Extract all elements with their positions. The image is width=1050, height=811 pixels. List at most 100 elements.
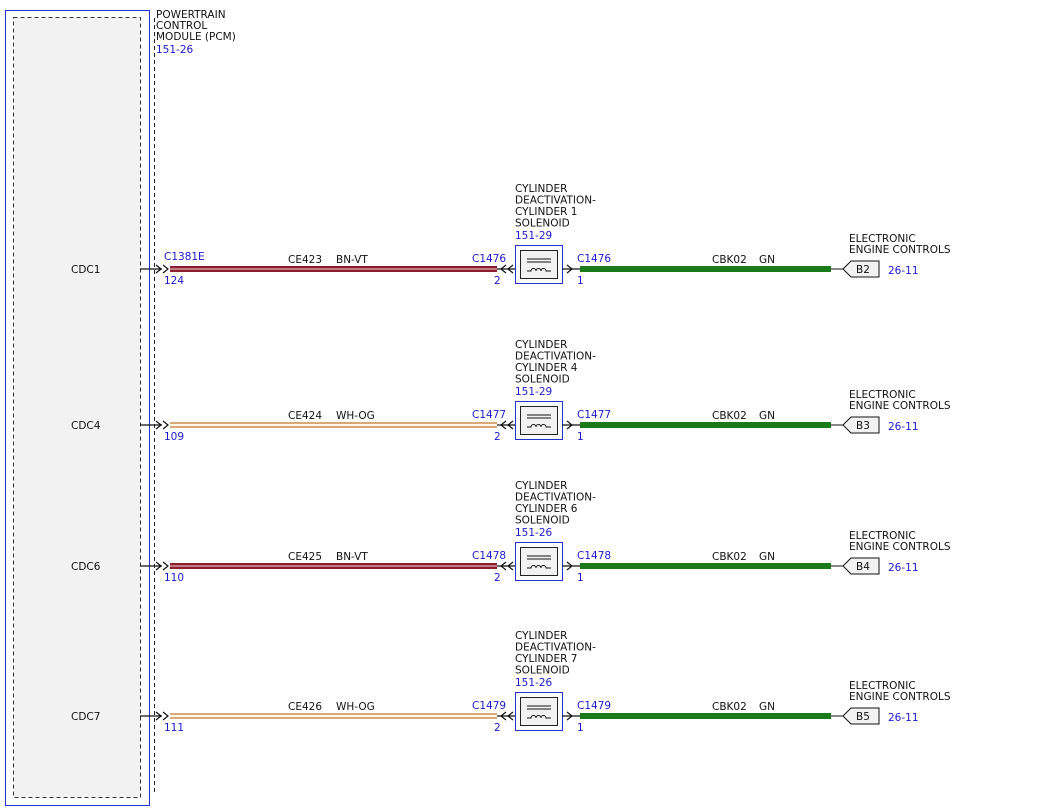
connector-arrow-icon [500,420,507,430]
solenoid-inner-box [520,547,558,576]
page-reference-tag[interactable] [842,707,880,725]
pcm-pin-number: 111 [164,722,184,734]
solenoid-title-line: CYLINDER 4 [515,362,578,374]
solenoid-title-line: CYLINDER [515,480,567,492]
pcm-pin-name: CDC1 [71,264,100,276]
ground-wire [580,563,831,569]
circuit-number: CE424 [288,410,322,422]
pcm-module-body [13,17,141,798]
circuit-row: CDC4 109 CE424 WH-OG C1477 2 CYLINDERDEACTIVAT… [71,339,951,443]
solenoid-coil-icon [527,555,551,569]
pcm-ref-link[interactable]: 151-26 [156,44,194,56]
solenoid-title-line: DEACTIVATION- [515,642,596,654]
destination-name-line: ENGINE CONTROLS [849,244,951,256]
pcm-title: POWERTRAIN CONTROL MODULE (PCM) 151-26 [156,9,236,56]
connector-arrow-icon [507,420,514,430]
connector-arrow-icon [507,264,514,274]
destination-name-line: ENGINE CONTROLS [849,541,951,553]
pcm-connector-link[interactable]: C1381E [164,251,205,263]
solenoid-ref-link[interactable]: 151-26 [515,677,553,689]
destination-name-line: ENGINE CONTROLS [849,691,951,703]
pcm-pin-number: 110 [164,572,184,584]
pcm-title-line: POWERTRAIN [156,9,226,21]
wire-color-code: BN-VT [336,551,368,563]
connector-arrow-icon [500,561,507,571]
connector-arrow-icon [500,711,507,721]
solenoid-title-line: DEACTIVATION- [515,195,596,207]
solenoid-title-line: CYLINDER 1 [515,206,577,218]
solenoid-connector-link[interactable]: C1478 [472,550,506,562]
ground-circuit-number: CBK02 [712,254,747,266]
solenoid-pin-number: 1 [577,572,584,584]
solenoid-pin-number: 1 [577,722,584,734]
page-reference-tag[interactable] [842,416,880,434]
solenoid-connector-link[interactable]: C1476 [472,253,506,265]
solenoid-inner-box [520,250,558,279]
coil-winding [527,565,551,569]
signal-wire-stripe [170,565,497,567]
destination-ref-link[interactable]: 26-11 [888,712,919,724]
connector-arrow-icon [500,264,507,274]
solenoid-connector-link[interactable]: C1476 [577,253,611,265]
ground-wire-color: GN [759,551,775,563]
connector-arrow-icon [162,711,169,721]
solenoid-connector-link[interactable]: C1477 [577,409,611,421]
destination-ref-link[interactable]: 26-11 [888,421,919,433]
connector-arrow-icon [566,420,573,430]
wire-color-code: WH-OG [336,701,375,713]
solenoid-title-line: DEACTIVATION- [515,351,596,363]
solenoid-ref-link[interactable]: 151-26 [515,527,553,539]
pcm-pin-name: CDC6 [71,561,101,573]
connector-arrow-icon [155,561,162,571]
connector-arrow-icon [162,561,169,571]
solenoid-coil-icon [527,258,551,272]
connector-arrow-icon [566,711,573,721]
solenoid-title-line: SOLENOID [515,515,570,527]
solenoid-pin-number: 2 [494,431,501,443]
destination-ref-link[interactable]: 26-11 [888,265,919,277]
solenoid-title-line: SOLENOID [515,665,570,677]
solenoid-title-line: SOLENOID [515,218,570,230]
solenoid-connector-link[interactable]: C1478 [577,550,611,562]
connector-arrow-icon [155,711,162,721]
pcm-pin-name: CDC4 [71,420,101,432]
solenoid-connector-link[interactable]: C1479 [577,700,611,712]
pcm-pin-number: 109 [164,431,184,443]
page-reference-tag-label: B2 [856,264,870,276]
circuit-number: CE425 [288,551,322,563]
destination-name-line: ELECTRONIC [849,233,916,245]
solenoid-connector-link[interactable]: C1477 [472,409,506,421]
solenoid-pin-number: 2 [494,572,501,584]
page-reference-tag[interactable] [842,557,880,575]
signal-wire-stripe [170,268,497,270]
connector-arrow-icon [155,420,162,430]
solenoid-ref-link[interactable]: 151-29 [515,230,552,242]
destination-name-line: ENGINE CONTROLS [849,400,951,412]
ground-wire-color: GN [759,701,775,713]
destination-name-line: ELECTRONIC [849,389,916,401]
circuit-row: CDC7 111 CE426 WH-OG C1479 2 CYLINDERDEACTIVAT… [71,630,951,734]
connector-arrow-icon [155,264,162,274]
connector-arrow-icon [507,711,514,721]
solenoid-coil-icon [527,414,551,428]
solenoid-inner-box [520,697,558,726]
solenoid-pin-number: 1 [577,275,584,287]
coil-winding [527,715,551,719]
pcm-title-line: CONTROL [156,20,207,32]
page-reference-tag-label: B5 [856,711,870,723]
destination-ref-link[interactable]: 26-11 [888,562,919,574]
wire-color-code: BN-VT [336,254,368,266]
connector-arrow-icon [566,561,573,571]
pcm-title-line: MODULE (PCM) [156,31,236,43]
pcm-pin-name: CDC7 [71,711,100,723]
page-reference-tag[interactable] [842,260,880,278]
coil-winding [527,268,551,272]
solenoid-ref-link[interactable]: 151-29 [515,386,552,398]
solenoid-connector-link[interactable]: C1479 [472,700,506,712]
solenoid-pin-number: 2 [494,722,501,734]
solenoid-pin-number: 2 [494,275,501,287]
ground-wire-color: GN [759,410,775,422]
ground-wire [580,713,831,719]
destination-name-line: ELECTRONIC [849,680,916,692]
